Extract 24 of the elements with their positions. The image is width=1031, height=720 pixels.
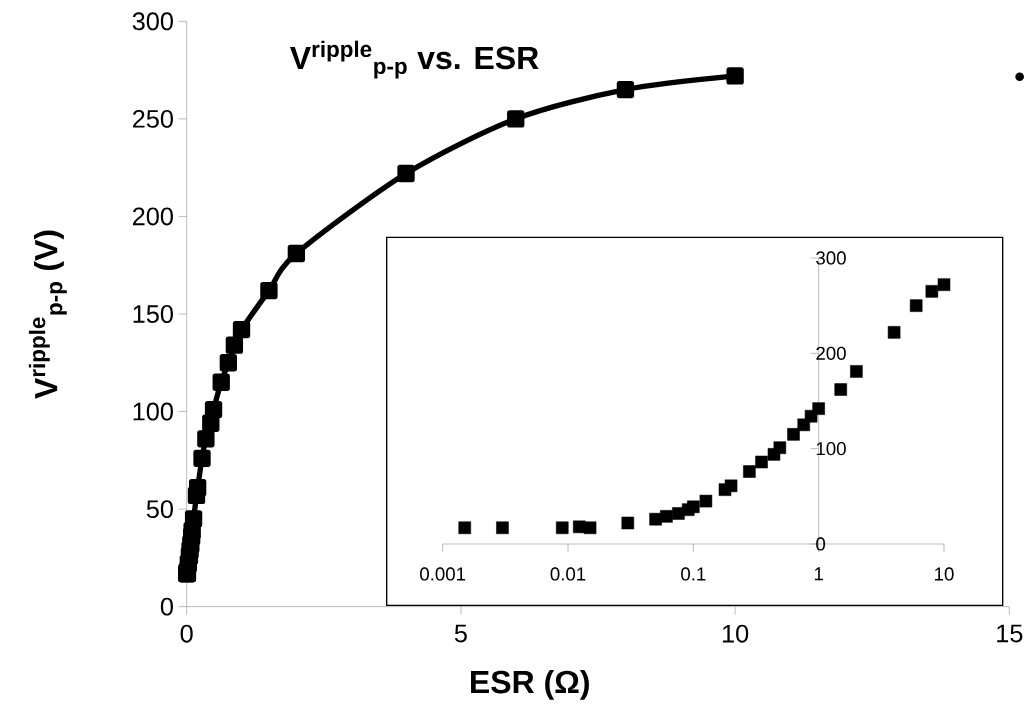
x-tick-label: 10 <box>722 624 749 643</box>
x-tick-label: 0.001 <box>420 567 466 581</box>
y-tick-label: 100 <box>816 442 846 456</box>
y-tick-label: 200 <box>132 207 173 226</box>
y-tick-label: 100 <box>133 402 173 421</box>
text: V$^{ripple}$$_{p-p}$ vs. ESR <box>290 40 539 79</box>
y-tick-label: 50 <box>146 500 173 519</box>
x-axis-title: ESR (Ω) <box>471 669 589 700</box>
y-tick-label: 200 <box>816 346 846 360</box>
x-tick-label: 10 <box>935 567 954 581</box>
x-tick-label: 0.01 <box>550 567 586 581</box>
y-tick-label: 0 <box>816 537 826 551</box>
y-tick-label: 250 <box>132 109 173 128</box>
y-tick-label: 300 <box>816 251 846 265</box>
x-tick-label: 0 <box>180 624 193 643</box>
y-tick-label: 150 <box>133 305 173 323</box>
y-tick-label: 0 <box>160 597 173 616</box>
x-tick-label: 5 <box>454 624 467 643</box>
text: • <box>1015 72 1024 82</box>
x-tick-label: 15 <box>997 624 1023 643</box>
y-axis-title: V$^{ripple}$$_{p-p}$ (V) <box>28 230 67 399</box>
x-tick-label: 1 <box>814 567 823 581</box>
y-tick-label: 300 <box>132 12 173 31</box>
x-tick-label: 0.1 <box>681 567 706 581</box>
